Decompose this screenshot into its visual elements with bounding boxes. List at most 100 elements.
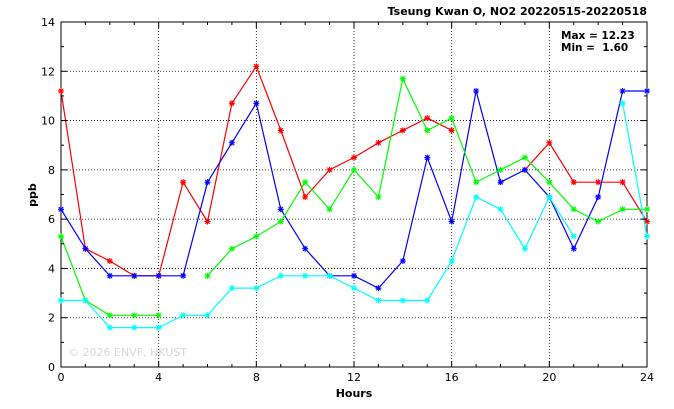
data-point	[277, 206, 284, 213]
grid-lines	[61, 22, 647, 367]
data-point	[424, 127, 431, 134]
data-point	[473, 179, 480, 186]
data-point	[644, 233, 650, 240]
data-point	[155, 312, 162, 319]
data-point	[399, 75, 406, 82]
series-line	[622, 103, 648, 237]
data-point	[570, 245, 577, 252]
data-point	[497, 179, 504, 186]
data-point	[155, 272, 162, 279]
x-tick-label: 24	[640, 371, 654, 384]
data-point	[228, 100, 235, 107]
data-point	[228, 139, 235, 146]
data-point	[619, 88, 626, 94]
y-tick-label: 2	[48, 312, 55, 325]
data-point	[570, 206, 577, 213]
data-point	[351, 154, 357, 161]
y-tick-label: 6	[48, 213, 55, 226]
data-point	[595, 218, 602, 225]
data-point	[228, 285, 235, 292]
data-point	[180, 179, 187, 186]
data-point	[204, 272, 211, 279]
series-line	[524, 141, 648, 222]
data-point	[302, 193, 309, 200]
data-point	[448, 115, 455, 122]
data-point	[546, 193, 553, 200]
x-tick-label: 16	[445, 371, 459, 384]
data-point	[375, 297, 382, 304]
data-point	[619, 100, 626, 107]
data-point	[595, 193, 602, 200]
data-point	[204, 312, 211, 319]
data-point	[82, 245, 89, 252]
data-point	[58, 297, 64, 304]
data-point	[521, 245, 528, 252]
data-point	[131, 324, 138, 331]
x-tick-label: 0	[58, 371, 65, 384]
data-point	[546, 139, 553, 146]
data-point	[58, 206, 64, 213]
data-point	[497, 206, 504, 213]
data-point	[58, 88, 64, 94]
data-point	[82, 297, 89, 304]
y-tick-label: 12	[41, 65, 55, 78]
data-point	[131, 272, 138, 279]
data-point	[570, 179, 577, 186]
y-tick-label: 10	[41, 115, 55, 128]
data-point	[546, 179, 553, 186]
data-point	[277, 127, 284, 134]
data-point	[424, 154, 431, 161]
x-axis-label: Hours	[336, 387, 373, 400]
data-point	[473, 88, 480, 94]
data-point	[521, 154, 528, 161]
data-point	[204, 179, 211, 186]
data-point	[399, 258, 406, 265]
series-line	[61, 195, 575, 329]
data-point	[326, 206, 333, 213]
data-point	[497, 166, 504, 173]
data-point	[375, 285, 382, 292]
data-point	[399, 297, 406, 304]
data-point	[351, 166, 357, 173]
data-point	[106, 272, 113, 279]
data-point	[644, 206, 650, 213]
data-point	[424, 297, 431, 304]
data-point	[644, 88, 650, 94]
data-point	[448, 258, 455, 265]
x-tick-label: 8	[253, 371, 260, 384]
x-tick-label: 4	[155, 371, 162, 384]
data-point	[106, 324, 113, 331]
data-point	[253, 233, 260, 240]
y-tick-label: 14	[41, 16, 55, 29]
data-point	[473, 193, 480, 200]
data-point	[570, 233, 577, 240]
data-point	[58, 233, 64, 240]
data-point	[277, 272, 284, 279]
data-point	[302, 245, 309, 252]
data-point	[253, 100, 260, 107]
max-annotation: Max = 12.23	[561, 30, 635, 42]
chart-title: Tseung Kwan O, NO2 20220515-20220518	[388, 5, 647, 18]
data-point	[619, 179, 626, 186]
data-point	[326, 272, 333, 279]
data-point	[448, 218, 455, 225]
data-point	[253, 63, 260, 70]
series-group	[58, 63, 650, 331]
data-point	[131, 312, 138, 319]
data-point	[619, 206, 626, 213]
data-point	[326, 166, 333, 173]
y-axis-label: ppb	[26, 183, 39, 207]
x-tick-label: 20	[542, 371, 556, 384]
data-point	[228, 245, 235, 252]
data-point	[302, 272, 309, 279]
y-tick-label: 8	[48, 164, 55, 177]
data-point	[375, 139, 382, 146]
data-point	[155, 324, 162, 331]
x-tick-label: 12	[347, 371, 361, 384]
series-4	[58, 100, 650, 331]
data-point	[302, 179, 309, 186]
data-point	[595, 179, 602, 186]
data-point	[351, 272, 357, 279]
